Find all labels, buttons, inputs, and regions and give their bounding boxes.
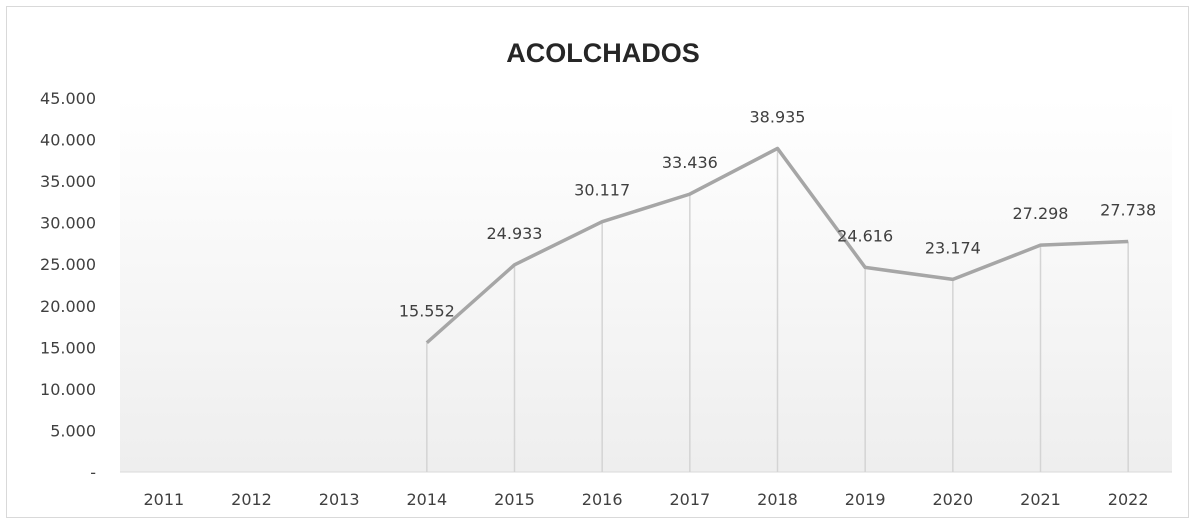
data-label: 23.174 <box>925 238 981 257</box>
x-tick-label: 2013 <box>319 490 360 509</box>
plot-area <box>120 98 1172 472</box>
y-tick-label: 30.000 <box>40 214 96 233</box>
x-tick-label: 2011 <box>143 490 184 509</box>
data-label: 33.436 <box>662 153 718 172</box>
data-label: 24.933 <box>487 224 543 243</box>
x-tick-label: 2015 <box>494 490 535 509</box>
y-axis: - 5.000 10.000 15.000 20.000 25.000 30.000 35.0… <box>40 89 96 482</box>
x-tick-label: 2018 <box>757 490 798 509</box>
data-labels: 15.552 24.933 30.117 33.436 38.935 24.616 23.1… <box>399 107 1156 320</box>
y-tick-label: 10.000 <box>40 380 96 399</box>
x-axis: 2011 2012 2013 2014 2015 2016 2017 2018 2019 2020… <box>120 471 1172 509</box>
data-label: 38.935 <box>750 107 806 126</box>
x-tick-label: 2016 <box>582 490 623 509</box>
x-tick-label: 2020 <box>932 490 973 509</box>
x-tick-label: 2022 <box>1108 490 1149 509</box>
x-tick-label: 2021 <box>1020 490 1061 509</box>
x-tick-label: 2019 <box>845 490 886 509</box>
y-tick-label: 40.000 <box>40 131 96 150</box>
data-label: 30.117 <box>574 181 630 200</box>
drop-lines <box>426 148 1129 472</box>
y-tick-label: 35.000 <box>40 172 96 191</box>
data-label: 27.298 <box>1013 204 1069 223</box>
series-line <box>425 146 1129 345</box>
y-tick-label: 15.000 <box>40 338 96 357</box>
y-tick-label: - <box>90 463 96 482</box>
y-tick-label: 5.000 <box>50 421 96 440</box>
x-tick-label: 2017 <box>669 490 710 509</box>
y-tick-label: 20.000 <box>40 297 96 316</box>
x-tick-label: 2014 <box>406 490 447 509</box>
series-line-group <box>425 146 1129 345</box>
data-label: 24.616 <box>837 226 893 245</box>
chart-title: ACOLCHADOS <box>506 38 700 68</box>
x-tick-label: 2012 <box>231 490 272 509</box>
data-label: 15.552 <box>399 302 455 321</box>
data-label: 27.738 <box>1100 200 1156 219</box>
y-tick-label: 25.000 <box>40 255 96 274</box>
y-tick-label: 45.000 <box>40 89 96 108</box>
